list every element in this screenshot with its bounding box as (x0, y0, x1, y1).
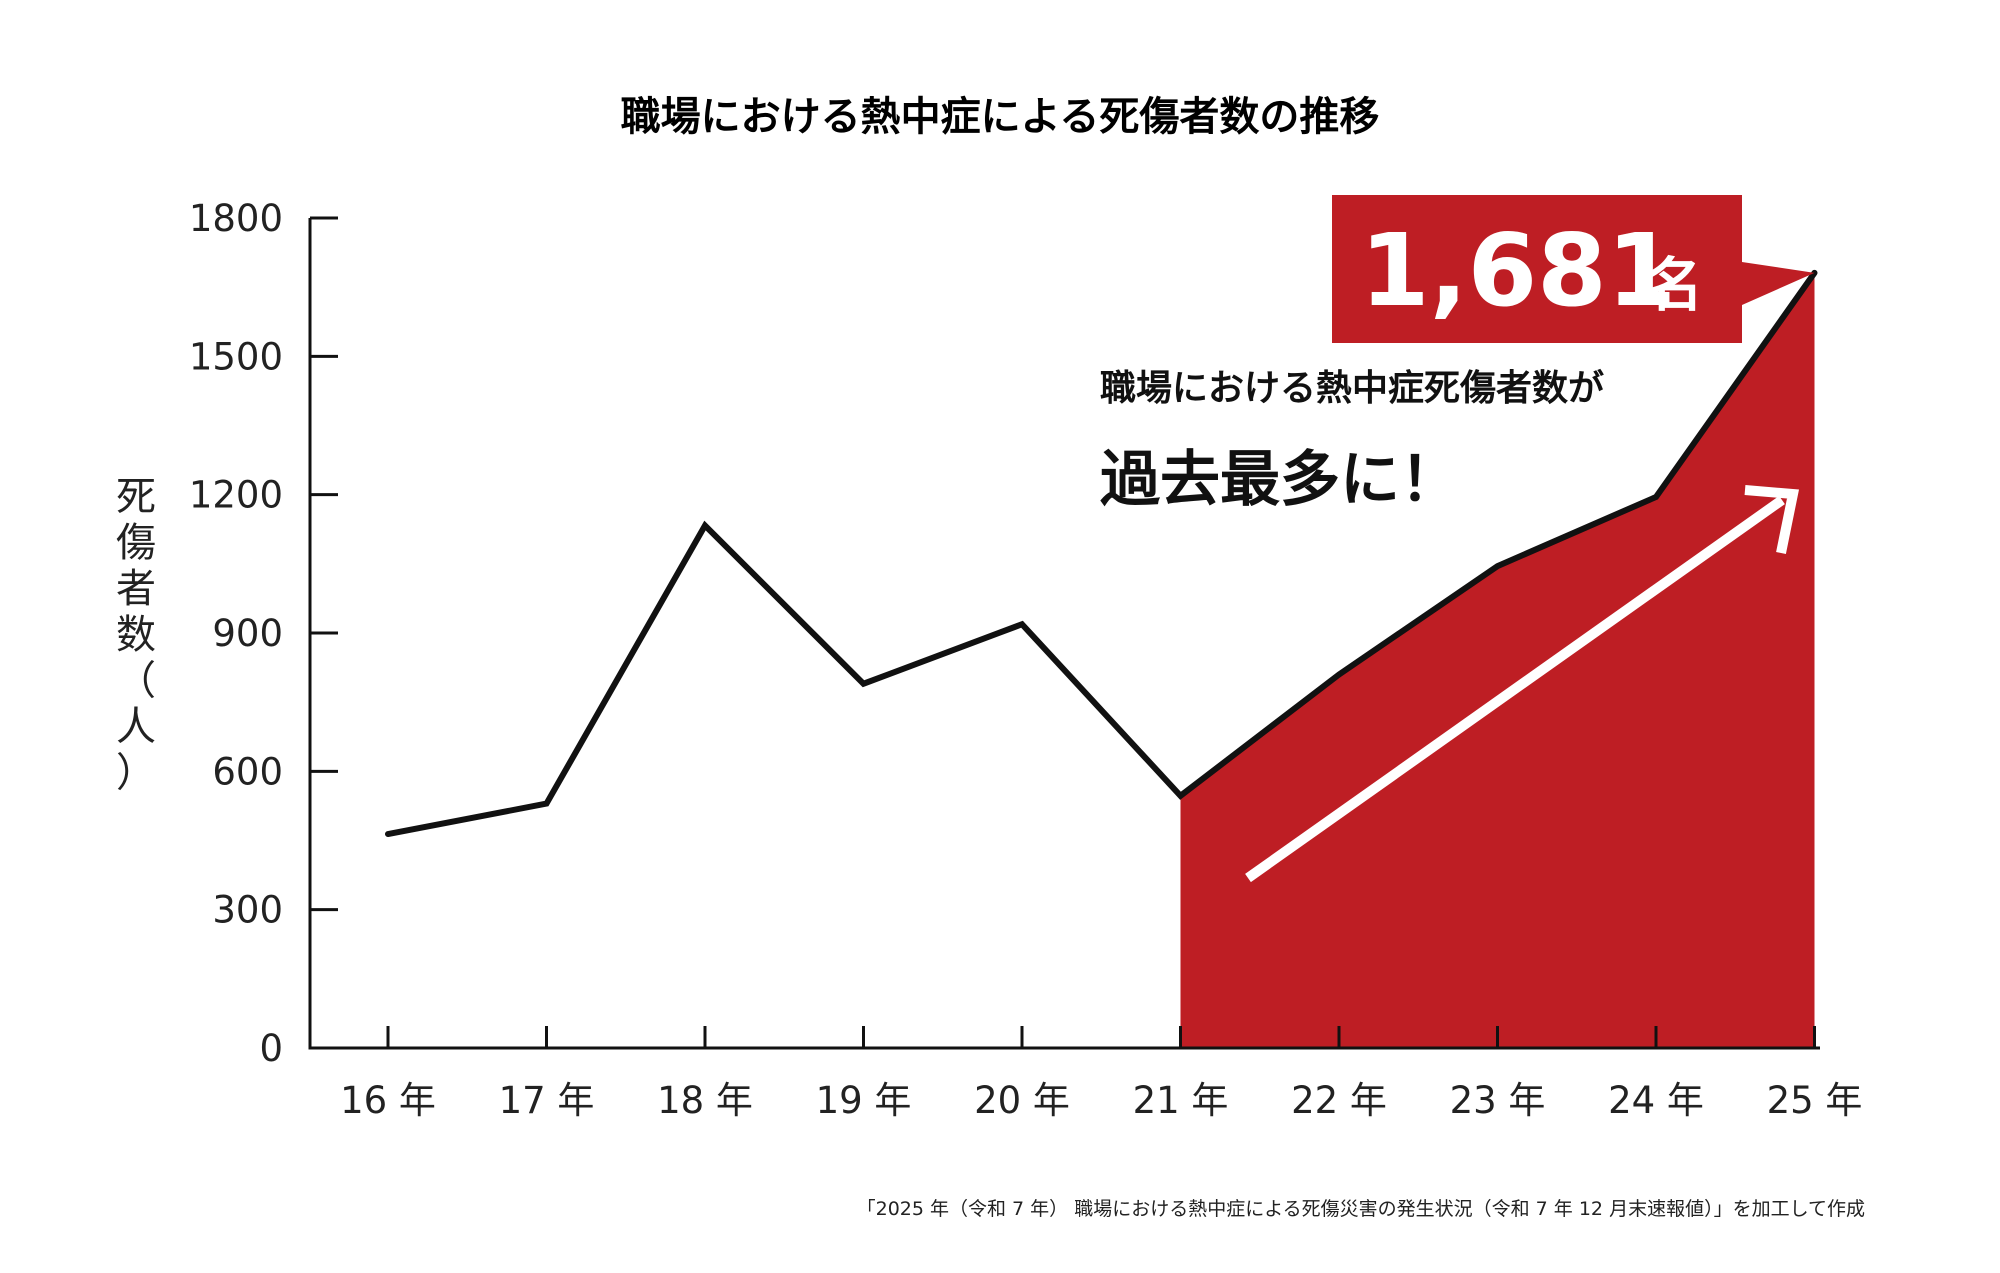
y-tick-label: 1200 (189, 474, 283, 517)
y-axis-title-char: 死 (116, 474, 156, 520)
series-line-layer (385, 269, 1818, 838)
y-tick-label: 1800 (189, 197, 283, 240)
y-axis-title-char: 人 (116, 704, 156, 750)
x-tick-label: 18 年 (657, 1079, 753, 1122)
y-axis-title-char: ） (116, 750, 156, 796)
highlight-area (1180, 272, 1815, 1049)
axes-layer: 0 300 600 900 1200 1500 1800 16 年 17 年 18 年 19 年 20… (189, 197, 1863, 1122)
x-tick-label: 25 年 (1767, 1079, 1863, 1122)
callout-value: 1,681 (1360, 212, 1676, 329)
x-tick-label: 20 年 (974, 1079, 1070, 1122)
y-axis-title-char: 数 (116, 612, 156, 658)
y-axis-title: 死傷者数（人） (116, 474, 156, 796)
series-line (385, 269, 1818, 838)
highlight-area-layer (1180, 272, 1815, 1049)
y-axis-title-char: 者 (116, 566, 156, 612)
x-tick-label: 17 年 (499, 1079, 595, 1122)
x-tick-label: 21 年 (1133, 1079, 1229, 1122)
callout-box: 1,681 名 (1332, 195, 1815, 343)
trend-arrow-head (1744, 485, 1800, 554)
annotation-line-1: 職場における熱中症死傷者数が (1100, 368, 1604, 409)
y-tick-label: 0 (259, 1027, 283, 1070)
chart-title: 職場における熱中症による死傷者数の推移 (621, 94, 1380, 140)
x-tick-label: 22 年 (1291, 1079, 1387, 1122)
x-tick-label: 24 年 (1608, 1079, 1704, 1122)
y-axis-title-char: （ (116, 658, 156, 704)
trend-arrow-shaft (1245, 495, 1785, 883)
y-tick-label: 600 (212, 750, 283, 793)
annotation-line-2: 過去最多に！ (1100, 445, 1460, 515)
x-tick-label: 19 年 (816, 1079, 912, 1122)
source-note: 「2025 年（令和 7 年） 職場における熱中症による死傷災害の発生状況（令和… (857, 1198, 1865, 1220)
y-tick-label: 900 (212, 612, 283, 655)
y-tick-label: 300 (212, 889, 283, 932)
callout-box-shape (1332, 195, 1815, 343)
trend-arrow-layer (1245, 485, 1800, 883)
callout-unit: 名 (1645, 251, 1703, 319)
x-tick-label: 16 年 (340, 1079, 436, 1122)
y-axis-title-char: 傷 (116, 520, 156, 566)
x-tick-label: 23 年 (1450, 1079, 1546, 1122)
y-tick-label: 1500 (189, 335, 283, 378)
